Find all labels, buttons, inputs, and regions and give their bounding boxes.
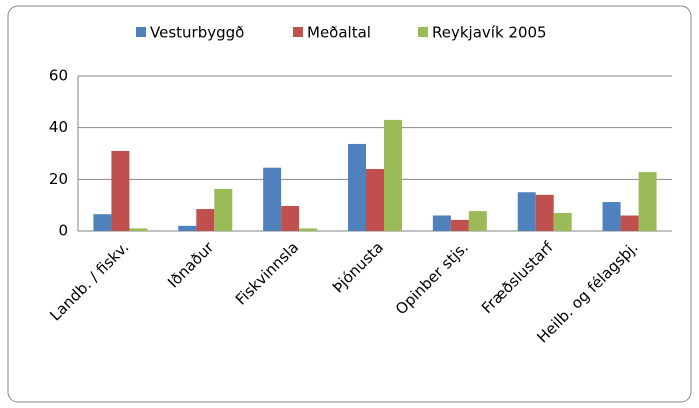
bar	[366, 169, 384, 231]
legend-swatch	[418, 27, 428, 37]
bar	[129, 228, 148, 231]
bar	[620, 215, 639, 231]
bar	[178, 225, 197, 231]
bar	[348, 143, 366, 231]
legend-label: Vesturbyggð	[150, 24, 244, 42]
legend-swatch	[293, 27, 303, 37]
y-tick-label: 0	[58, 222, 68, 240]
legend-label: Meðaltal	[307, 24, 371, 42]
bar	[281, 205, 300, 231]
bar	[432, 215, 451, 231]
bar	[638, 172, 657, 231]
bar	[196, 209, 215, 231]
legend-swatch	[136, 27, 146, 37]
y-tick-label: 60	[49, 67, 68, 85]
bar	[468, 211, 487, 231]
bar	[602, 202, 621, 231]
y-tick-label: 20	[49, 170, 68, 188]
bar	[450, 219, 469, 231]
legend-label: Reykjavík 2005	[432, 24, 547, 42]
bar	[553, 212, 572, 231]
y-tick-label: 40	[49, 118, 68, 136]
bar	[214, 188, 233, 231]
bar	[299, 228, 318, 231]
bar	[263, 167, 282, 231]
bar	[517, 192, 536, 231]
bar	[535, 194, 554, 231]
bar	[384, 119, 402, 231]
bar	[111, 150, 130, 231]
bar	[93, 214, 112, 231]
